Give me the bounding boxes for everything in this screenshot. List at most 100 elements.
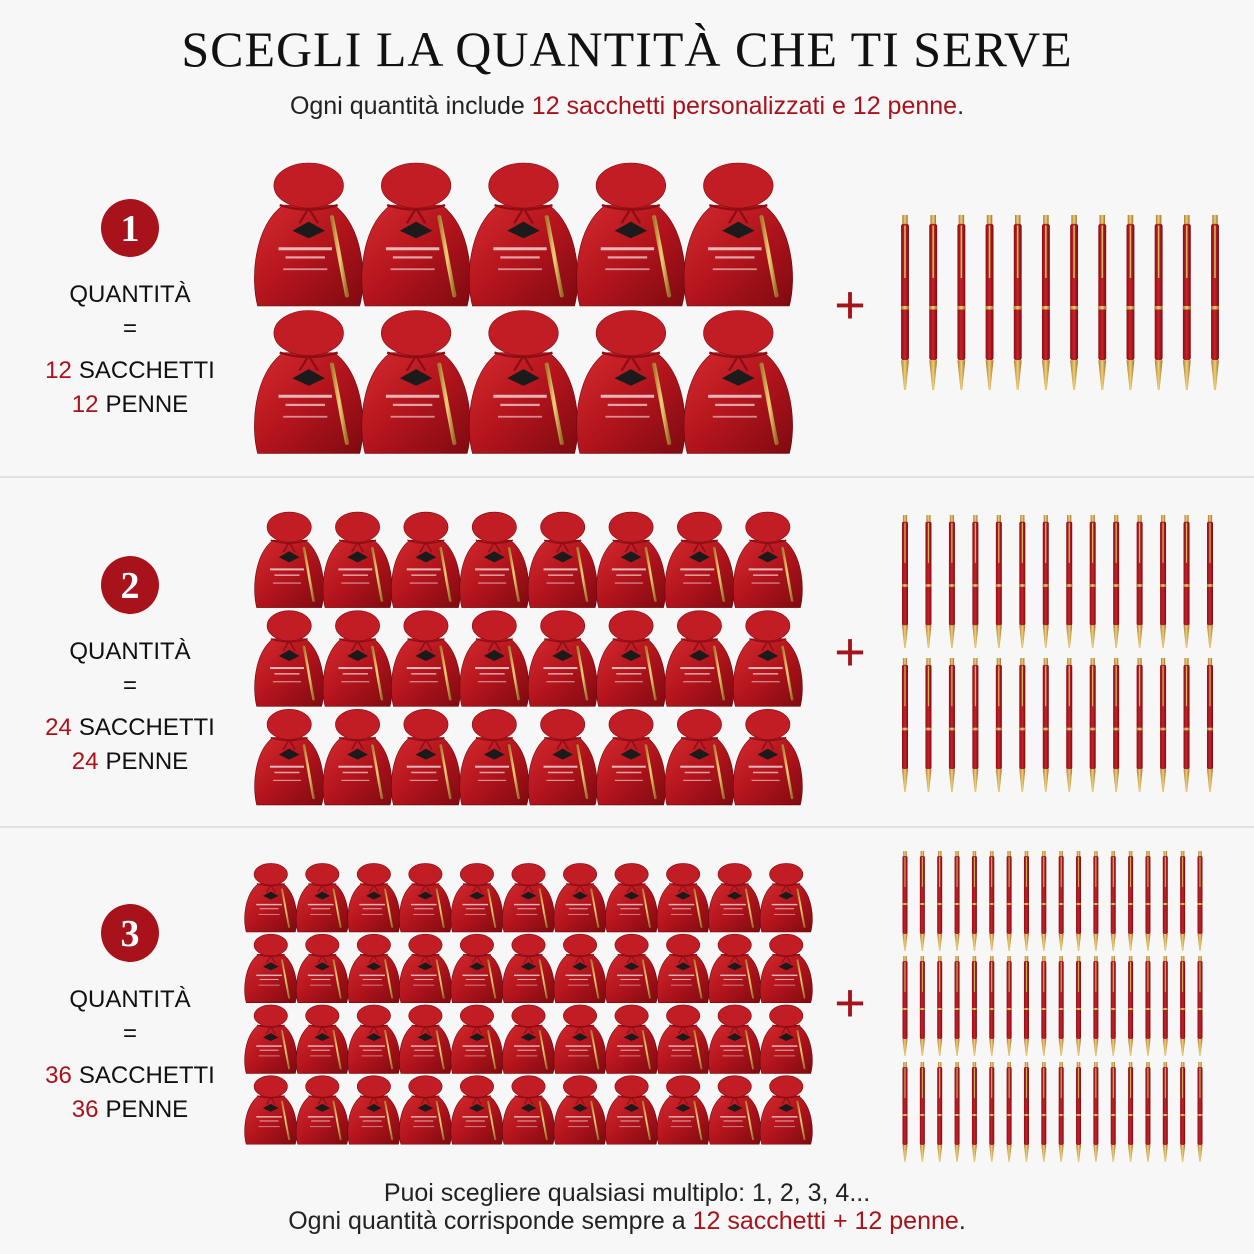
bag-label: [720, 974, 746, 977]
pen-clip: [1043, 962, 1045, 992]
pen-body: [1070, 223, 1079, 361]
pen-body: [971, 1067, 977, 1145]
pen-body: [954, 1067, 960, 1145]
bag-label: [285, 256, 325, 259]
bag-cap: [623, 962, 640, 971]
pen-clip-top: [1198, 956, 1202, 961]
pen-tip: [1041, 934, 1047, 951]
bag: [664, 709, 735, 806]
pen: [1110, 956, 1116, 1056]
pen-body: [902, 961, 908, 1039]
bag-ruffle: [356, 933, 391, 957]
bag-ruffle: [408, 863, 443, 886]
bag-cap: [417, 962, 434, 971]
bag-pen: [435, 1029, 445, 1070]
pen-clip: [1043, 1068, 1045, 1098]
pen-clip-top: [1042, 851, 1046, 856]
pen-ring: [1041, 1114, 1047, 1116]
pen-body: [1023, 1067, 1029, 1145]
bag-cap: [483, 649, 505, 661]
pen: [971, 956, 977, 1056]
pen: [1006, 851, 1012, 951]
pen-clip-top: [1007, 956, 1011, 961]
pen: [971, 851, 977, 951]
pen-ring: [1076, 903, 1082, 905]
bag-cap: [675, 1103, 691, 1112]
bag-ruffle: [595, 162, 666, 209]
pen: [948, 658, 955, 792]
bag: [295, 1075, 349, 1145]
bag-cap: [722, 221, 755, 239]
pen-clip-top: [1099, 215, 1106, 224]
bag-label: [362, 1120, 382, 1122]
bag-pen: [652, 215, 672, 298]
bag-label: [311, 1120, 331, 1122]
pen: [954, 1062, 960, 1162]
bag-pen: [332, 959, 342, 999]
pen-clip: [988, 225, 991, 278]
pen-tip: [1006, 1039, 1012, 1056]
bag-pen: [507, 546, 520, 602]
bag-bow: [612, 736, 650, 750]
bag-bow: [565, 883, 595, 893]
pen-clip: [1199, 1068, 1201, 1098]
pen: [1058, 851, 1064, 951]
bag-ruffle: [408, 1004, 443, 1027]
bag: [254, 162, 364, 307]
bag-ruffle: [676, 511, 722, 543]
pen-ring: [919, 1114, 925, 1116]
pen-ring: [1023, 903, 1029, 905]
pen-clip: [1185, 522, 1188, 563]
bag-bow: [720, 883, 749, 893]
pens-unit: PENNE: [106, 391, 189, 418]
pen: [901, 658, 909, 792]
pen-clip: [1138, 522, 1141, 563]
pen-tip: [902, 1039, 908, 1056]
bag-label: [516, 913, 538, 915]
bag: [656, 1004, 710, 1074]
bag-label: [775, 978, 795, 981]
bag-label: [753, 673, 779, 675]
pen: [1207, 515, 1213, 648]
bag-label: [385, 394, 440, 398]
pen-clip-top: [1137, 515, 1142, 522]
bag-label: [285, 403, 325, 407]
pen: [1160, 658, 1167, 792]
pen: [1076, 956, 1082, 1056]
pen: [1093, 851, 1099, 951]
pen-ring: [1206, 727, 1214, 731]
pen-body: [901, 223, 909, 361]
bag-pen: [712, 645, 726, 701]
bag-pen: [712, 744, 726, 800]
equals-sign: =: [123, 1020, 137, 1047]
pen: [1110, 1062, 1116, 1162]
bag-pen: [644, 744, 657, 800]
bag-ruffle: [703, 310, 774, 356]
bag-label: [617, 1045, 643, 1047]
pen-ring: [919, 903, 925, 905]
bag-cap: [366, 1033, 382, 1042]
bag-label: [464, 984, 486, 986]
pen-body: [1058, 961, 1064, 1039]
bag-ruffle: [488, 162, 559, 209]
bag-cap: [572, 891, 588, 900]
bag-label: [411, 771, 437, 774]
pen: [1182, 215, 1191, 390]
bag-label: [607, 403, 648, 407]
pen-body: [919, 961, 925, 1039]
pen-clip-top: [955, 1062, 959, 1067]
bag-ruffle: [356, 1075, 391, 1098]
pen-tip: [1162, 934, 1168, 951]
pen-clip-top: [1207, 658, 1213, 665]
quantity-label: QUANTITÀ: [69, 986, 190, 1013]
pen: [957, 215, 966, 390]
pen-clip-top: [1043, 215, 1049, 224]
pen-tip: [1041, 1039, 1047, 1056]
pen-ring: [1160, 584, 1167, 587]
bag-bow: [543, 638, 582, 652]
pen-clip: [1043, 857, 1045, 887]
bag-label: [311, 908, 331, 910]
pen-clip-top: [937, 1062, 942, 1067]
bag-label: [753, 771, 779, 774]
pen: [1066, 515, 1073, 648]
